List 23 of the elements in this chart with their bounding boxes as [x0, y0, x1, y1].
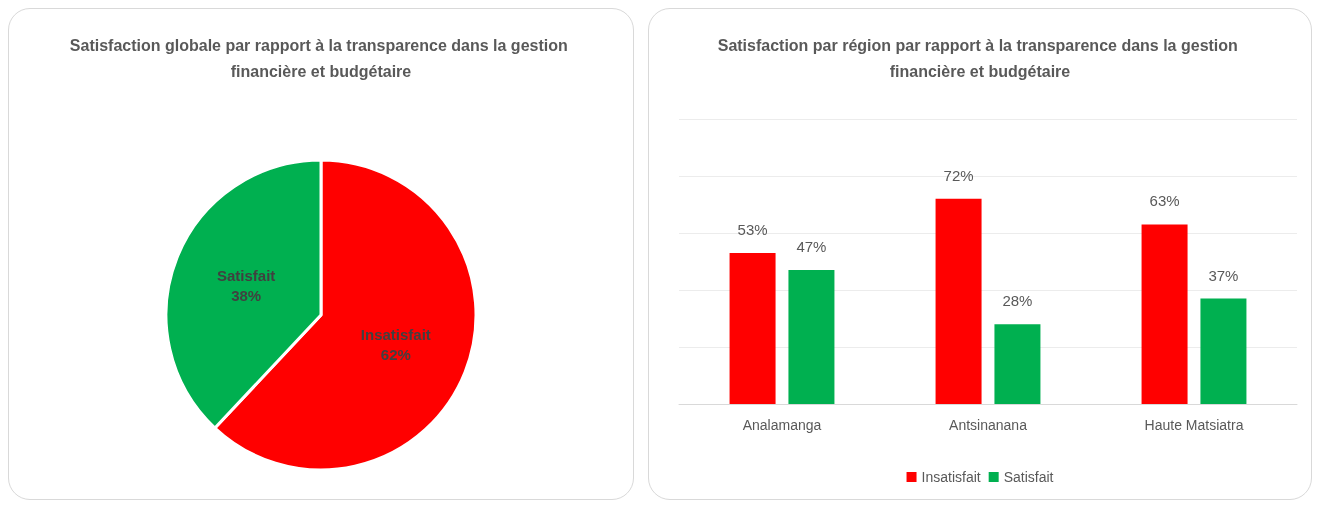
bar: [994, 324, 1041, 404]
legend-label: Insatisfait: [921, 469, 981, 485]
bar: [1141, 224, 1188, 404]
x-tick-label: Antsinanana: [949, 417, 1028, 433]
bar: [729, 252, 776, 404]
data-label: 38%: [231, 286, 262, 304]
chart-title: Satisfaction globale par rapport à la transparence dans la gestion financière et budgétaire: [69, 36, 573, 80]
data-label: 62%: [380, 346, 411, 364]
slice-label: Insatisfait: [360, 326, 431, 344]
x-tick-label: Haute Matsiatra: [1144, 417, 1244, 433]
bar: [788, 270, 835, 404]
data-label: 53%: [737, 220, 768, 238]
slice-label: Satisfait: [216, 266, 276, 284]
legend-label: Satisfait: [1003, 469, 1054, 485]
x-tick-label: Analamanga: [742, 417, 822, 433]
data-label: 72%: [943, 166, 974, 184]
bar: [1200, 298, 1247, 404]
data-label: 37%: [1208, 266, 1239, 284]
chart-title: Satisfaction par région par rapport à la transparence dans la gestion financière et budgétaire: [717, 36, 1243, 80]
data-label: 47%: [796, 238, 827, 256]
data-label: 63%: [1149, 192, 1180, 210]
bar: [935, 198, 982, 404]
data-label: 28%: [1002, 292, 1033, 310]
